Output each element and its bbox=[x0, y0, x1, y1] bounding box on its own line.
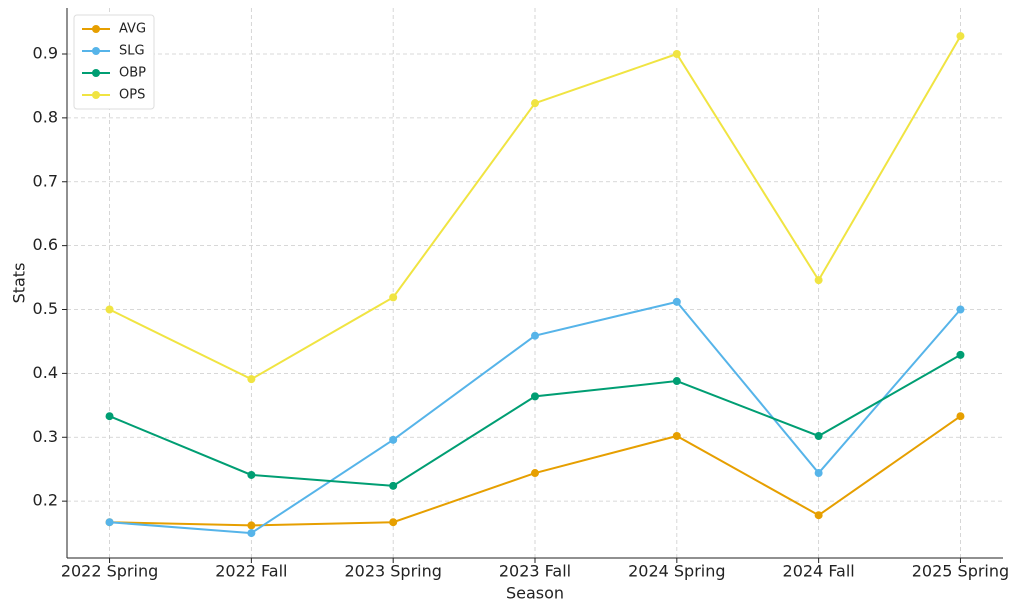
y-axis-label: Stats bbox=[10, 263, 29, 304]
y-tick-label: 0.2 bbox=[33, 491, 58, 510]
point bbox=[956, 412, 965, 421]
point bbox=[814, 276, 823, 285]
point bbox=[389, 518, 398, 527]
point bbox=[105, 518, 114, 527]
point bbox=[389, 293, 398, 302]
point bbox=[247, 521, 256, 530]
point bbox=[814, 469, 823, 478]
point bbox=[531, 469, 539, 478]
point bbox=[105, 412, 114, 421]
y-tick-label: 0.4 bbox=[33, 363, 58, 382]
point bbox=[105, 305, 114, 314]
point bbox=[672, 377, 681, 386]
y-tick-label: 0.7 bbox=[33, 171, 58, 190]
point bbox=[956, 350, 965, 359]
y-tick-label: 0.8 bbox=[33, 107, 58, 126]
legend: AVG SLG OBP OPS bbox=[73, 14, 155, 110]
point bbox=[389, 435, 398, 444]
legend-marker bbox=[92, 69, 100, 77]
legend-label: OBP bbox=[119, 66, 146, 81]
point bbox=[531, 99, 539, 108]
point bbox=[247, 470, 256, 479]
point bbox=[247, 375, 256, 384]
y-tick-label: 0.3 bbox=[33, 427, 58, 446]
x-axis-label: Season bbox=[506, 584, 564, 603]
point bbox=[672, 49, 681, 58]
legend-marker bbox=[92, 91, 100, 99]
y-tick-label: 0.5 bbox=[33, 299, 58, 318]
point bbox=[672, 431, 681, 440]
legend-label: SLG bbox=[119, 44, 145, 59]
legend-box bbox=[73, 14, 155, 110]
legend-label: AVG bbox=[119, 22, 146, 37]
legend-marker bbox=[92, 47, 100, 55]
point bbox=[247, 529, 256, 538]
legend-marker bbox=[92, 25, 100, 33]
y-tick-label: 0.9 bbox=[33, 43, 58, 62]
x-tick-label: 2022 Fall bbox=[215, 562, 287, 581]
legend-label: OPS bbox=[119, 88, 145, 103]
point bbox=[956, 32, 965, 41]
x-tick-label: 2024 Spring bbox=[628, 562, 725, 581]
point bbox=[389, 481, 398, 490]
x-tick-label: 2023 Fall bbox=[499, 562, 571, 581]
x-tick-label: 2025 Spring bbox=[912, 562, 1009, 581]
point bbox=[531, 331, 539, 340]
point bbox=[956, 305, 965, 314]
y-tick-label: 0.6 bbox=[33, 235, 58, 254]
point bbox=[672, 297, 681, 306]
point bbox=[814, 431, 823, 440]
x-tick-label: 2023 Spring bbox=[344, 562, 441, 581]
x-tick-label: 2022 Spring bbox=[61, 562, 158, 581]
point bbox=[814, 511, 823, 520]
x-tick-label: 2024 Fall bbox=[783, 562, 855, 581]
point bbox=[531, 392, 539, 401]
